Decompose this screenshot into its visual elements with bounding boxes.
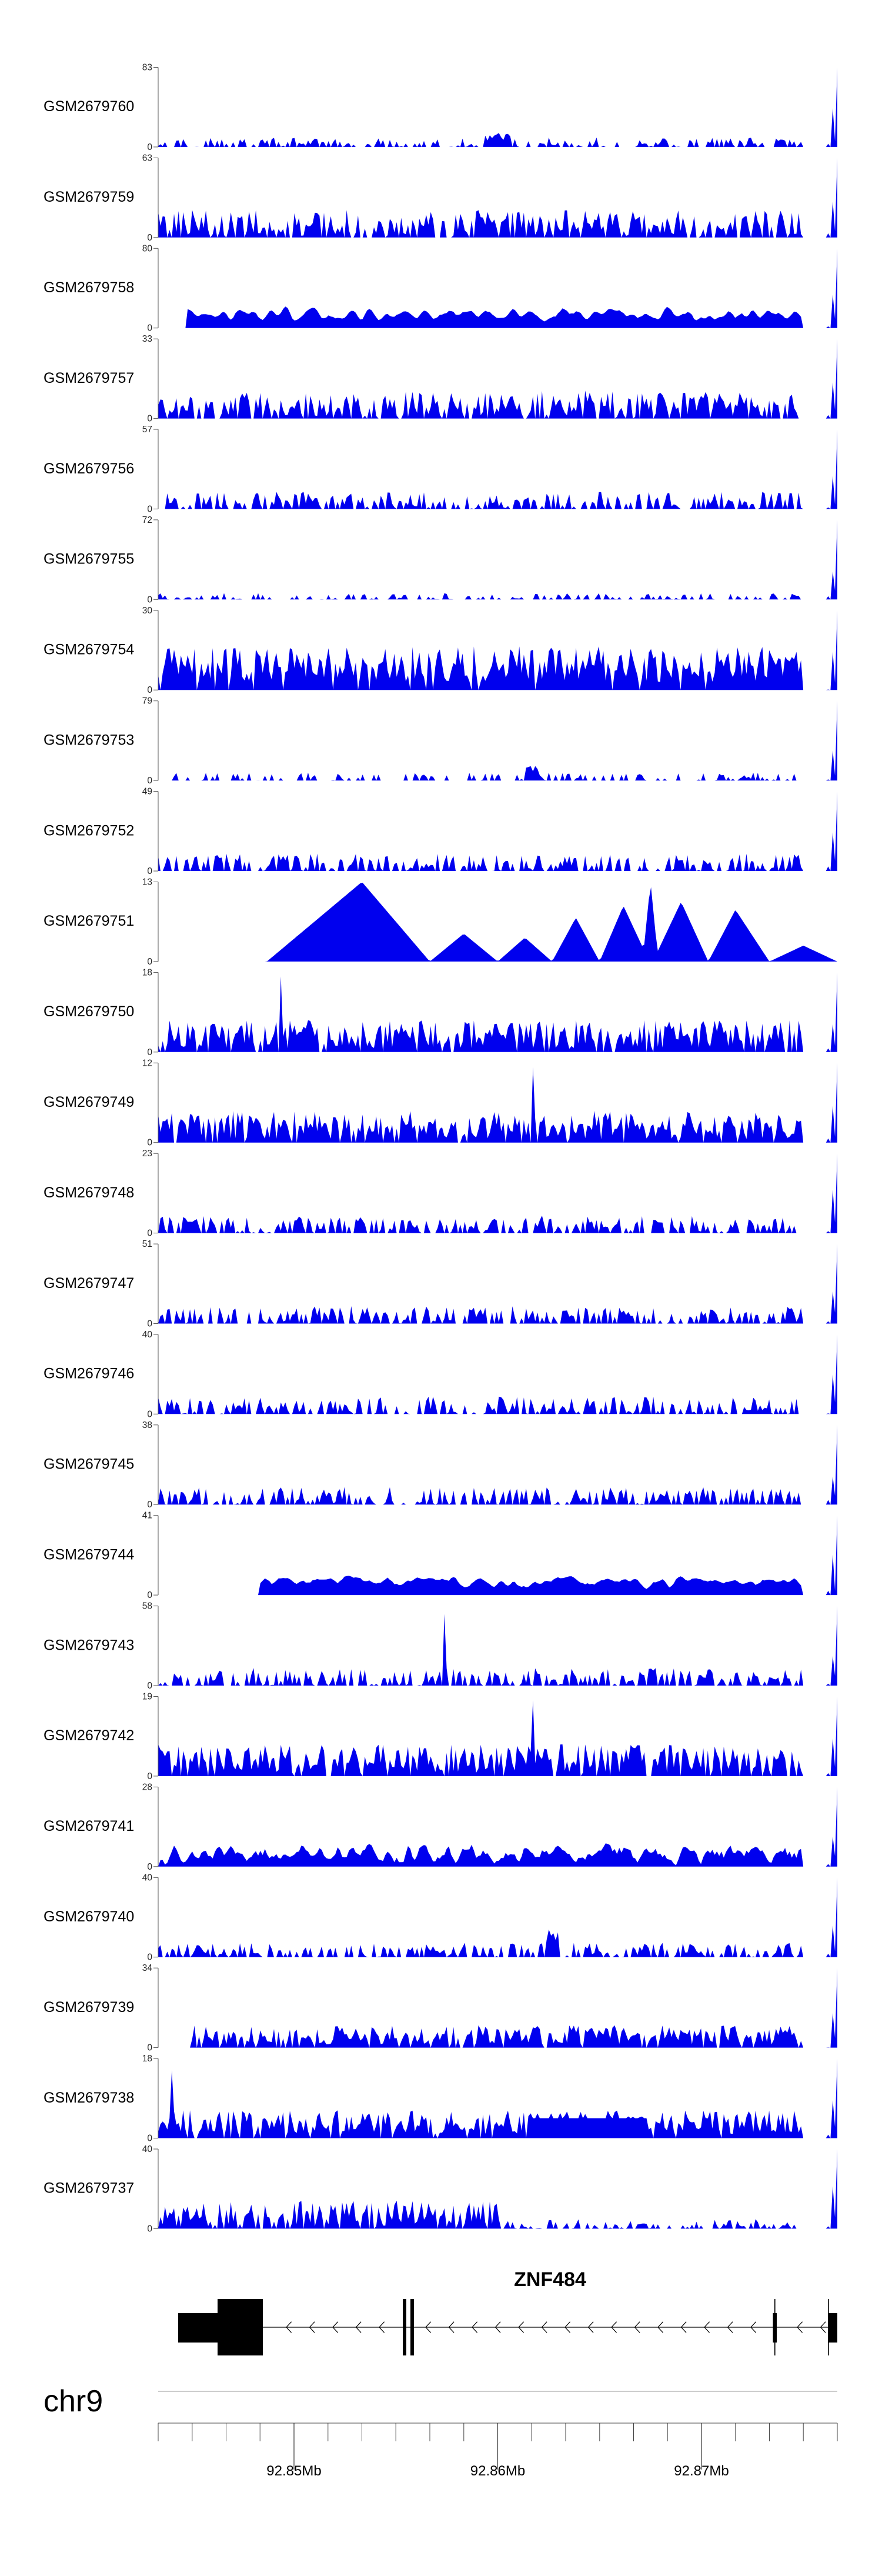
svg-text:GSM2679760: GSM2679760 bbox=[44, 98, 134, 115]
svg-text:0: 0 bbox=[147, 1500, 152, 1510]
svg-text:0: 0 bbox=[147, 685, 152, 695]
svg-text:GSM2679753: GSM2679753 bbox=[44, 732, 134, 748]
svg-text:GSM2679757: GSM2679757 bbox=[44, 370, 134, 386]
svg-text:0: 0 bbox=[147, 866, 152, 876]
svg-text:18: 18 bbox=[142, 2054, 152, 2064]
svg-text:0: 0 bbox=[147, 1138, 152, 1148]
svg-text:0: 0 bbox=[147, 233, 152, 243]
svg-text:30: 30 bbox=[142, 606, 153, 616]
svg-text:GSM2679754: GSM2679754 bbox=[44, 642, 134, 658]
svg-text:GSM2679742: GSM2679742 bbox=[44, 1727, 134, 1744]
svg-text:0: 0 bbox=[147, 1862, 152, 1872]
svg-text:GSM2679739: GSM2679739 bbox=[44, 1999, 134, 2016]
svg-text:51: 51 bbox=[142, 1239, 152, 1249]
svg-text:92.87Mb: 92.87Mb bbox=[674, 2463, 729, 2479]
svg-text:GSM2679752: GSM2679752 bbox=[44, 822, 134, 839]
svg-text:0: 0 bbox=[147, 414, 152, 424]
svg-text:92.86Mb: 92.86Mb bbox=[470, 2463, 525, 2479]
svg-text:28: 28 bbox=[142, 1782, 152, 1792]
svg-text:0: 0 bbox=[147, 2224, 152, 2234]
svg-text:0: 0 bbox=[147, 1771, 152, 1781]
svg-text:0: 0 bbox=[147, 1590, 152, 1600]
svg-text:23: 23 bbox=[142, 1149, 152, 1159]
svg-text:GSM2679747: GSM2679747 bbox=[44, 1275, 134, 1292]
svg-text:0: 0 bbox=[147, 1409, 152, 1419]
svg-text:0: 0 bbox=[147, 595, 152, 605]
svg-text:GSM2679751: GSM2679751 bbox=[44, 913, 134, 929]
svg-text:58: 58 bbox=[142, 1601, 152, 1611]
svg-text:0: 0 bbox=[147, 2043, 152, 2053]
svg-text:GSM2679746: GSM2679746 bbox=[44, 1366, 134, 1382]
svg-text:0: 0 bbox=[147, 1953, 152, 1963]
svg-text:GSM2679737: GSM2679737 bbox=[44, 2180, 134, 2197]
svg-text:ZNF484: ZNF484 bbox=[514, 2268, 586, 2291]
svg-text:0: 0 bbox=[147, 1319, 152, 1329]
svg-text:72: 72 bbox=[142, 515, 152, 525]
svg-text:0: 0 bbox=[147, 1047, 152, 1057]
svg-text:GSM2679756: GSM2679756 bbox=[44, 461, 134, 477]
svg-text:GSM2679741: GSM2679741 bbox=[44, 1818, 134, 1834]
svg-text:40: 40 bbox=[142, 1873, 153, 1883]
svg-text:0: 0 bbox=[147, 1229, 152, 1239]
svg-text:0: 0 bbox=[147, 776, 152, 786]
svg-text:0: 0 bbox=[147, 504, 152, 514]
svg-text:0: 0 bbox=[147, 142, 152, 152]
svg-text:GSM2679745: GSM2679745 bbox=[44, 1456, 134, 1473]
svg-text:GSM2679744: GSM2679744 bbox=[44, 1546, 134, 1563]
svg-text:13: 13 bbox=[142, 877, 152, 887]
svg-text:63: 63 bbox=[142, 153, 152, 163]
svg-text:83: 83 bbox=[142, 63, 152, 73]
svg-text:34: 34 bbox=[142, 1963, 153, 1973]
svg-text:18: 18 bbox=[142, 967, 152, 977]
svg-text:GSM2679750: GSM2679750 bbox=[44, 1003, 134, 1020]
svg-text:92.85Mb: 92.85Mb bbox=[266, 2463, 321, 2479]
svg-text:0: 0 bbox=[147, 323, 152, 333]
svg-text:GSM2679758: GSM2679758 bbox=[44, 279, 134, 296]
svg-text:49: 49 bbox=[142, 787, 152, 797]
svg-text:40: 40 bbox=[142, 1330, 153, 1340]
svg-text:GSM2679740: GSM2679740 bbox=[44, 1908, 134, 1925]
svg-text:GSM2679755: GSM2679755 bbox=[44, 551, 134, 568]
svg-text:GSM2679759: GSM2679759 bbox=[44, 189, 134, 205]
svg-text:40: 40 bbox=[142, 2144, 153, 2154]
svg-text:33: 33 bbox=[142, 334, 152, 344]
svg-text:GSM2679748: GSM2679748 bbox=[44, 1184, 134, 1201]
svg-text:41: 41 bbox=[142, 1511, 152, 1521]
svg-text:0: 0 bbox=[147, 957, 152, 967]
svg-text:80: 80 bbox=[142, 243, 153, 253]
svg-text:0: 0 bbox=[147, 2134, 152, 2144]
svg-text:GSM2679738: GSM2679738 bbox=[44, 2090, 134, 2106]
svg-text:12: 12 bbox=[142, 1058, 152, 1068]
svg-text:19: 19 bbox=[142, 1692, 152, 1702]
svg-text:57: 57 bbox=[142, 425, 152, 435]
svg-text:chr9: chr9 bbox=[44, 2384, 103, 2418]
svg-text:38: 38 bbox=[142, 1420, 152, 1430]
svg-text:79: 79 bbox=[142, 696, 152, 706]
svg-text:0: 0 bbox=[147, 1681, 152, 1691]
svg-text:GSM2679749: GSM2679749 bbox=[44, 1094, 134, 1110]
svg-text:GSM2679743: GSM2679743 bbox=[44, 1637, 134, 1653]
